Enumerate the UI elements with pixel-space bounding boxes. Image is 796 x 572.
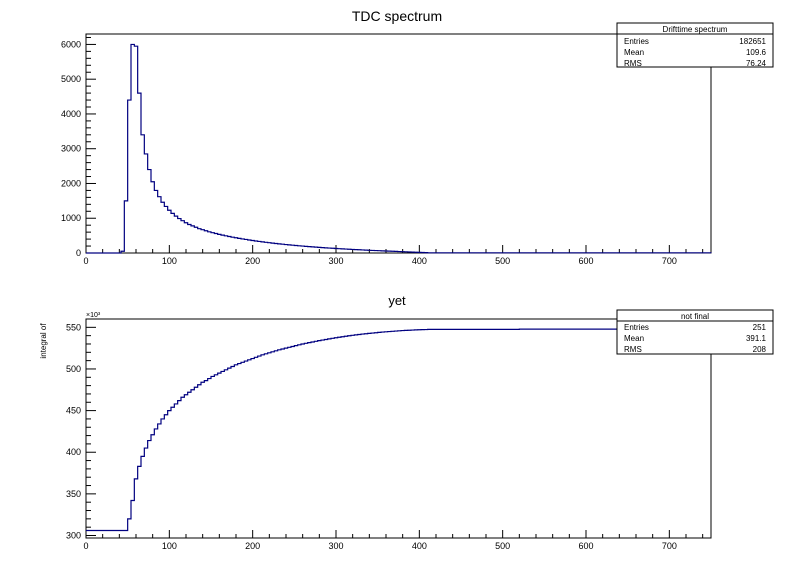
x-tick-label: 700 [662,541,677,551]
x-tick-label: 0 [83,541,88,551]
x-tick-label: 200 [245,256,260,266]
y-tick-labels: 0 1000 2000 3000 4000 5000 6000 [61,39,81,258]
stats-label-rms: RMS [624,59,642,68]
y-tick-label: 350 [66,489,81,499]
y-tick-label: 400 [66,447,81,457]
x-tick-label: 600 [578,256,593,266]
y-tick-label: 3000 [61,144,81,154]
stats-box: Drifttime spectrum Entries 182651 Mean 1… [616,22,774,68]
stats-value-entries: 182651 [739,37,766,46]
stats-title: not final [681,312,709,321]
plot-frame [85,33,712,254]
stats-label-mean: Mean [624,48,644,57]
stats-value-rms: 76.24 [746,59,767,68]
x-tick-labels: 0 100 200 300 400 500 600 700 [83,256,676,266]
stats-label-rms: RMS [624,345,642,354]
y-tick-label: 5000 [61,74,81,84]
y-tick-label: 2000 [61,178,81,188]
y-tick-label: 500 [66,364,81,374]
stats-box: not final Entries 251 Mean 391.1 RMS 208 [616,309,774,355]
x-tick-label: 300 [328,256,343,266]
y-tick-label: 6000 [61,39,81,49]
x-tick-label: 200 [245,541,260,551]
x-tick-labels: 0 100 200 300 400 500 600 700 [83,541,676,551]
y-tick-label: 550 [66,322,81,332]
integral-chart: yet 300 350 400 450 500 550 0 100 200 300 400 500 6… [39,293,774,551]
stats-title: Drifttime spectrum [663,25,728,34]
stats-value-rms: 208 [753,345,767,354]
stats-label-entries: Entries [624,323,649,332]
x-tick-label: 100 [162,541,177,551]
y-tick-labels: 300 350 400 450 500 550 [66,322,81,540]
y-tick-label: 300 [66,531,81,541]
x-tick-label: 600 [578,541,593,551]
y-axis-label: integral of [39,323,48,359]
stats-value-mean: 109.6 [746,48,767,57]
stats-box-frame [616,309,774,355]
stats-label-entries: Entries [624,37,649,46]
x-tick-label: 500 [495,256,510,266]
x-tick-label: 0 [83,256,88,266]
x-tick-label: 500 [495,541,510,551]
plot-frame [85,318,712,539]
y-tick-label: 1000 [61,213,81,223]
chart-title: yet [388,293,406,308]
x-tick-label: 400 [412,256,427,266]
x-tick-label: 100 [162,256,177,266]
stats-box-frame [616,22,774,68]
y-tick-label: 450 [66,406,81,416]
axis-ticks [85,318,704,538]
stats-value-entries: 251 [753,323,767,332]
y-tick-label: 4000 [61,109,81,119]
stats-label-mean: Mean [624,334,644,343]
series-line [86,328,712,532]
x-tick-label: 700 [662,256,677,266]
series-line [86,43,712,254]
y-axis-exponent: ×10³ [86,312,101,319]
x-tick-label: 400 [412,541,427,551]
stats-value-mean: 391.1 [746,334,767,343]
chart-title: TDC spectrum [352,8,442,24]
x-tick-label: 300 [328,541,343,551]
y-tick-label: 0 [76,248,81,258]
axis-ticks [85,36,704,254]
